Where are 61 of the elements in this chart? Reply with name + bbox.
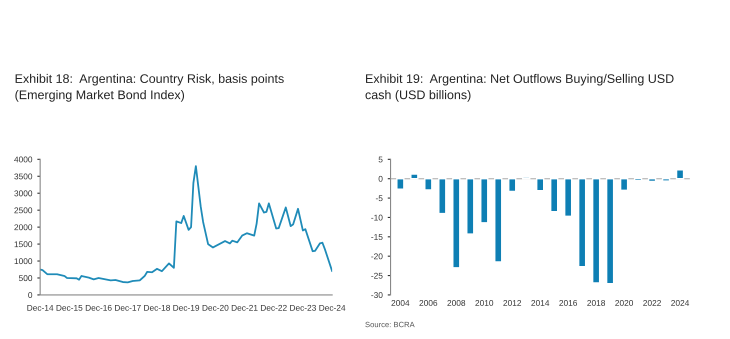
bar <box>396 178 405 190</box>
bar <box>494 178 502 263</box>
chart-title: Exhibit 19: Argentina: Net Outflows Buying/Selling USD cash (USD billions) <box>366 74 674 102</box>
x-tick-label: Dec-18 <box>144 304 170 311</box>
bar <box>480 178 488 224</box>
y-tick-label: 500 <box>18 275 32 282</box>
bar <box>438 178 446 214</box>
y-tick-label: 3000 <box>14 190 32 196</box>
bar <box>508 178 516 192</box>
y-tick-label: -25 <box>371 272 383 279</box>
bar <box>662 178 670 182</box>
bar <box>676 169 684 180</box>
x-tick-label: 2012 <box>503 300 522 306</box>
y-tick-label: 2500 <box>14 207 32 214</box>
x-tick-label: 2014 <box>531 300 550 306</box>
y-tick-label: -20 <box>371 253 383 260</box>
bar <box>466 178 474 235</box>
x-tick-label: Dec-19 <box>173 304 200 311</box>
y-tick-label: 3500 <box>14 173 32 180</box>
y-tick-label: 0 <box>378 176 383 182</box>
x-tick-label: Dec-21 <box>232 304 258 311</box>
x-tick-label: Dec-23 <box>290 304 316 311</box>
x-tick-label: 2018 <box>587 300 606 306</box>
bar <box>536 178 544 192</box>
y-tick-label: 2000 <box>14 224 32 230</box>
y-tick-label: 4000 <box>14 156 32 162</box>
bar <box>452 178 460 269</box>
x-tick-label: 2010 <box>475 300 494 306</box>
bar <box>424 178 433 191</box>
x-tick-label: 2022 <box>643 300 661 306</box>
bar <box>620 178 628 192</box>
bar <box>648 178 656 182</box>
bar <box>606 178 614 284</box>
y-tick-label: -15 <box>371 234 383 240</box>
x-tick-label: 2024 <box>671 300 690 306</box>
x-tick-label: 2008 <box>447 300 466 306</box>
x-tick-label: Dec-20 <box>202 304 228 311</box>
y-tick-label: 1500 <box>14 241 32 248</box>
y-tick-label: 0 <box>28 292 32 298</box>
x-tick-label: Dec-14 <box>27 304 54 311</box>
x-tick-label: Dec-17 <box>115 304 141 311</box>
y-tick-label: 1000 <box>14 258 32 264</box>
x-tick-label: 2020 <box>615 300 634 306</box>
y-tick-label: -30 <box>371 292 383 298</box>
x-tick-label: Dec-16 <box>86 304 112 311</box>
bar <box>592 178 600 284</box>
x-tick-label: Dec-15 <box>56 304 82 311</box>
x-tick-label: 2016 <box>559 300 578 306</box>
x-tick-label: 2004 <box>391 300 410 306</box>
bar <box>410 173 419 180</box>
bar <box>550 178 558 212</box>
y-tick-label: 5 <box>378 156 383 162</box>
x-tick-label: Dec-24 <box>319 304 346 311</box>
y-tick-label: -5 <box>376 195 383 202</box>
bar <box>578 178 586 268</box>
chart-title: Exhibit 18: Argentina: Country Risk, basis points (Emerging Market Bond Index) <box>15 74 284 102</box>
x-tick-label: Dec-22 <box>260 304 287 311</box>
y-tick-label: -10 <box>371 214 383 221</box>
x-tick-label: 2006 <box>419 300 438 306</box>
line-series <box>40 165 332 284</box>
bar <box>564 178 572 217</box>
